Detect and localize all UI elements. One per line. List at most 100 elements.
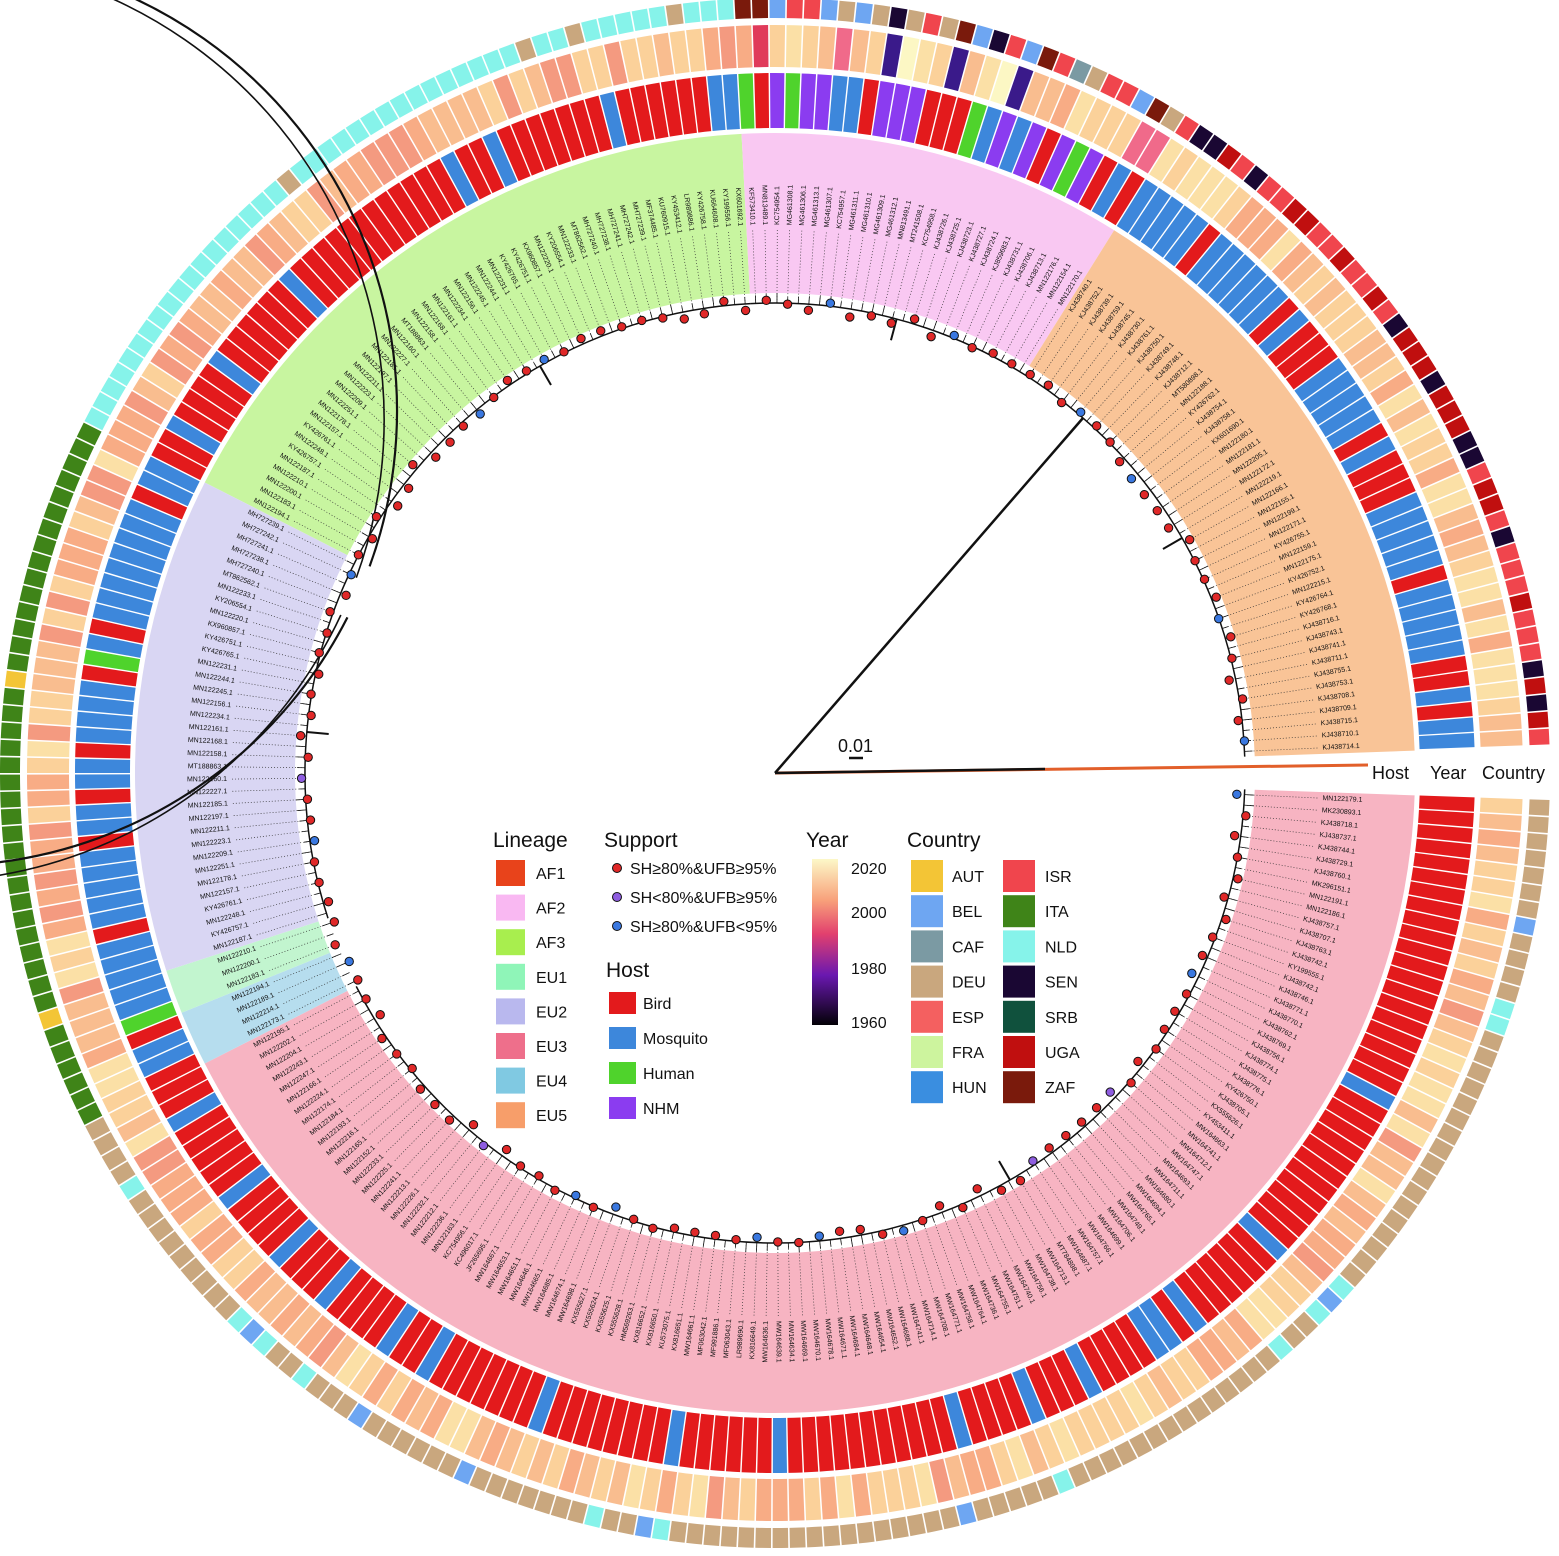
tree-branch: [337, 963, 345, 967]
tree-branch: [1150, 487, 1155, 491]
tip-label: MW164636.1: [762, 1321, 770, 1363]
host-label-bird: Bird: [643, 996, 671, 1013]
tree-branch: [1008, 1181, 1012, 1189]
tree-branch: [1233, 667, 1243, 669]
tree-branch: [725, 1240, 726, 1247]
country-cell: [649, 6, 667, 28]
tree-branch: [1179, 1014, 1184, 1017]
support-node: [935, 1202, 943, 1210]
tree-branch: [1144, 476, 1152, 482]
country-cell: [840, 1524, 857, 1545]
year-cell: [27, 758, 69, 773]
tree-branch: [932, 1216, 934, 1223]
tree-branch: [374, 1027, 380, 1031]
country-cell: [1519, 643, 1541, 661]
tree-branch: [693, 1236, 695, 1246]
tree-branch: [1179, 530, 1184, 533]
tree-branch: [1085, 1126, 1092, 1134]
tree-branch: [830, 1240, 831, 1247]
support-node: [416, 1085, 424, 1093]
support-node: [409, 461, 417, 469]
country-cell: [773, 1528, 789, 1548]
tip-label: MW164634.1: [787, 1321, 795, 1363]
tree-branch: [1117, 446, 1121, 450]
support-node: [490, 393, 498, 401]
country-cell: [1522, 660, 1544, 678]
support-node: [331, 941, 339, 949]
year-cell: [1477, 829, 1520, 847]
host-cell: [754, 73, 769, 128]
support-node: [910, 315, 918, 323]
tree-branch: [506, 1162, 511, 1169]
tree-branch: [1102, 429, 1108, 435]
tree-branch: [304, 841, 310, 842]
tree-branch: [662, 1230, 664, 1238]
host-cell: [773, 1418, 787, 1473]
tree-branch: [302, 852, 312, 854]
support-node: [1062, 1131, 1070, 1139]
support-node: [629, 1215, 637, 1223]
tree-branch: [672, 1232, 674, 1239]
support-node: [1191, 556, 1199, 564]
tree-branch: [1244, 805, 1254, 806]
tree-branch: [322, 923, 330, 926]
support-node: [304, 753, 312, 761]
tree-branch: [525, 1173, 529, 1179]
country-cell: [1513, 917, 1536, 936]
country-cell: [823, 1525, 840, 1546]
tree-branch: [943, 329, 945, 335]
year-cell: [719, 26, 736, 69]
lineage-label-eu3: EU3: [536, 1039, 567, 1056]
tree-branch: [734, 299, 735, 305]
tree-branch: [1219, 928, 1226, 930]
year-cell: [739, 1478, 755, 1521]
support-node: [659, 314, 667, 322]
country-cell: [7, 876, 29, 894]
support-node: [1182, 990, 1190, 998]
country-cell: [618, 1512, 637, 1535]
tree-branch: [809, 1242, 810, 1251]
country-cell: [956, 21, 976, 44]
support-node: [503, 376, 511, 384]
lineage-swatch-af2: [496, 895, 525, 921]
tree-branch: [903, 314, 905, 321]
year-cell: [820, 1477, 838, 1520]
support-node: [376, 1011, 384, 1019]
country-label-ita: ITA: [1045, 904, 1069, 921]
tree-branch: [332, 589, 341, 593]
country-swatch-zaf: [1003, 1071, 1035, 1103]
host-cell: [1419, 796, 1475, 812]
support-node: [522, 367, 530, 375]
support-node: [1057, 398, 1065, 406]
country-cell: [922, 13, 941, 36]
host-cell: [757, 1418, 771, 1473]
country-cell: [1, 722, 22, 739]
support-node: [445, 1116, 453, 1124]
country-cell: [16, 926, 39, 945]
country-cell: [1, 808, 22, 825]
country-swatch-bel: [911, 895, 943, 927]
year-cell: [804, 1478, 821, 1521]
tree-branch: [307, 732, 329, 734]
support-node: [1188, 969, 1196, 977]
support-node: [310, 836, 318, 844]
country-cell: [28, 552, 52, 572]
tree-branch: [1163, 538, 1182, 549]
year-cell: [1477, 697, 1520, 715]
country-label-bel: BEL: [952, 904, 982, 921]
tree-branch: [315, 893, 321, 895]
support-node: [372, 513, 380, 521]
tree-branch: [323, 621, 330, 623]
host-cell: [1418, 810, 1474, 827]
country-cell: [1501, 966, 1524, 986]
host-legend-title: Host: [606, 959, 649, 982]
country-cell: [20, 943, 43, 963]
support-node: [307, 690, 315, 698]
tree-branch: [1123, 1089, 1130, 1096]
clade-background-sectors: [135, 133, 1415, 1413]
country-cell: [889, 7, 908, 29]
year-cell: [703, 27, 721, 70]
tree-branch: [702, 301, 703, 309]
tree-branch: [609, 324, 612, 332]
tree-branch: [1136, 1074, 1142, 1079]
